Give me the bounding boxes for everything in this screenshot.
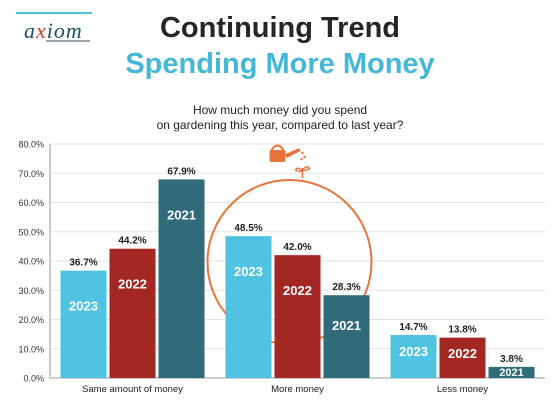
data-label: 13.8% — [448, 325, 476, 336]
y-axis: 0.0% 10.0% 20.0% 30.0% 40.0% 50.0% 60.0% 70.0% 8… — [18, 140, 51, 384]
question-line-1: How much money did you spend — [192, 103, 368, 117]
data-label: 36.7% — [69, 258, 97, 269]
watering-can-icon — [269, 144, 311, 178]
y-tick-label: 70.0% — [18, 169, 44, 179]
series-label: 2021 — [499, 367, 523, 379]
y-tick-label: 50.0% — [18, 227, 44, 237]
data-label: 67.9% — [167, 166, 195, 177]
series-label: 2021 — [332, 318, 361, 333]
x-axis: Same amount of money More money Less money — [82, 384, 488, 395]
y-tick-label: 80.0% — [18, 140, 44, 150]
x-tick-label: Same amount of money — [82, 384, 183, 395]
data-label: 42.0% — [283, 242, 311, 253]
data-label: 3.8% — [500, 354, 523, 365]
chart-question: How much money did you spend on gardenin… — [130, 103, 430, 133]
logo-wordmark: axiom — [24, 18, 83, 43]
logo-rule — [16, 12, 92, 14]
y-tick-label: 40.0% — [18, 257, 44, 267]
series-label: 2023 — [69, 299, 98, 314]
watering-can-spout — [285, 148, 301, 158]
series-label: 2022 — [283, 283, 312, 298]
bar-2022 — [274, 255, 321, 378]
watering-can-handle — [270, 144, 285, 151]
series-label: 2022 — [118, 277, 147, 292]
bar-2023 — [60, 270, 107, 378]
sprout-icon — [294, 166, 311, 178]
watering-can-body — [269, 150, 286, 162]
x-tick-label: More money — [271, 384, 324, 395]
x-tick-label: Less money — [437, 384, 488, 395]
y-tick-label: 60.0% — [18, 198, 44, 208]
bar-2021 — [488, 366, 535, 378]
page-title: Continuing Trend — [159, 12, 400, 44]
page-subtitle: Spending More Money — [125, 48, 435, 80]
water-drop — [301, 151, 304, 155]
series-label: 2022 — [448, 346, 477, 361]
bar-2023 — [390, 335, 437, 378]
question-line-2: on gardening this year, compared to last… — [156, 118, 404, 132]
y-tick-label: 30.0% — [18, 286, 44, 296]
bars: 36.7% 2023 44.2% 2022 67.9% 2021 48.5% 2023 42.0… — [60, 166, 535, 379]
bar-2021 — [158, 179, 205, 378]
data-label: 28.3% — [332, 282, 360, 293]
bar-2022 — [109, 248, 156, 378]
bar-2023 — [225, 236, 272, 378]
bar-2022 — [439, 337, 486, 378]
water-drop — [300, 157, 303, 161]
series-label: 2023 — [234, 264, 263, 279]
data-label: 14.7% — [399, 322, 427, 333]
data-label: 48.5% — [234, 223, 262, 234]
bar-2021 — [323, 295, 370, 378]
data-label: 44.2% — [118, 236, 146, 247]
series-label: 2021 — [167, 207, 196, 222]
series-label: 2023 — [399, 344, 428, 359]
y-tick-label: 10.0% — [18, 344, 44, 354]
water-drop — [303, 155, 306, 159]
y-tick-label: 0.0% — [23, 374, 44, 384]
axiom-logo: axiom — [8, 6, 92, 43]
y-tick-label: 20.0% — [18, 315, 44, 325]
logo-tagline-line — [46, 40, 90, 42]
